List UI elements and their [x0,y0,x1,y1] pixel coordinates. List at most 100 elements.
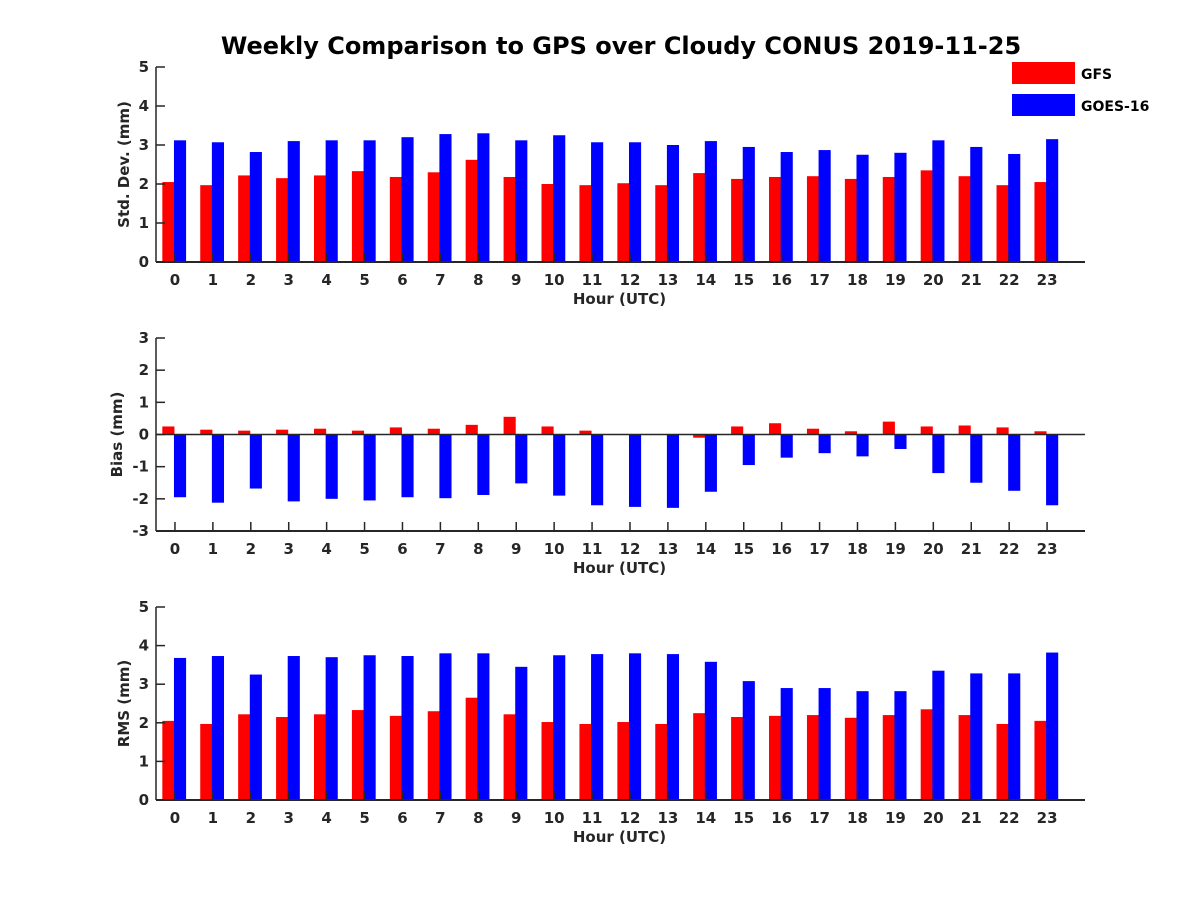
legend-label-gfs: GFS [1081,67,1112,83]
rms-x-tick-label: 7 [435,809,445,827]
rms-bar-gfs-13 [655,723,668,800]
std-dev-bar-gfs-4 [314,175,327,262]
rms-bar-gfs-20 [920,709,933,800]
bias-bar-gfs-23 [1034,431,1047,435]
rms-bar-goes16-19 [894,691,907,800]
rms-bar-goes16-1 [211,656,225,800]
legend-label-goes16: GOES-16 [1081,99,1149,115]
rms-bar-gfs-11 [579,723,592,800]
std-dev-bar-gfs-21 [958,176,971,262]
legend-swatch-goes16 [1012,94,1075,116]
rms-x-tick-label: 12 [620,809,641,827]
bias-x-tick-label: 15 [733,540,754,558]
rms-bar-goes16-14 [704,661,717,800]
std-dev-bar-gfs-2 [238,175,251,262]
rms-x-tick-label: 4 [321,809,331,827]
std-dev-bar-goes16-1 [211,142,225,262]
bias-x-tick-label: 3 [283,540,293,558]
bias-bar-gfs-1 [200,429,213,435]
std-dev-x-tick-label: 18 [847,271,868,289]
std-dev-x-tick-label: 23 [1037,271,1058,289]
rms-bar-gfs-18 [844,717,857,800]
bias-bar-gfs-11 [579,430,592,435]
bias-x-tick-label: 16 [771,540,792,558]
std-dev-bar-goes16-16 [780,152,793,262]
rms-bar-goes16-8 [477,653,490,800]
bias-x-tick-label: 23 [1037,540,1058,558]
bias-bar-gfs-20 [920,426,933,435]
rms-bar-gfs-0 [162,720,175,800]
rms-bar-goes16-6 [401,656,414,800]
std-dev-bar-goes16-23 [1046,139,1059,262]
rms-bar-gfs-17 [806,715,820,800]
std-dev-bar-goes16-3 [287,141,300,262]
std-dev-x-tick-label: 9 [511,271,521,289]
bias-bar-gfs-15 [731,426,744,435]
rms-bar-goes16-0 [173,657,187,800]
rms-bar-goes16-16 [780,688,793,800]
rms-x-tick-label: 1 [208,809,218,827]
bias-bar-gfs-2 [238,430,251,435]
std-dev-x-tick-label: 11 [582,271,603,289]
bias-x-tick-label: 19 [885,540,906,558]
rms-x-tick-label: 21 [961,809,982,827]
rms-x-tick-label: 8 [473,809,483,827]
bias-y-tick-label: -2 [132,490,149,508]
rms-bar-goes16-18 [856,691,869,800]
std-dev-bar-gfs-18 [844,178,857,262]
std-dev-x-tick-label: 12 [620,271,641,289]
rms-bar-gfs-1 [200,723,213,800]
rms-bar-goes16-7 [439,653,452,800]
rms-bar-goes16-10 [553,655,566,800]
std-dev-bar-gfs-9 [503,176,516,262]
bias-bar-gfs-4 [314,428,327,435]
std-dev-bar-goes16-5 [363,140,376,262]
std-dev-y-tick-label: 5 [139,58,149,76]
bias-x-tick-label: 12 [620,540,641,558]
rms-x-tick-label: 0 [170,809,180,827]
bias-bar-goes16-13 [666,434,680,508]
bias-x-tick-label: 10 [544,540,565,558]
bias-bar-goes16-2 [249,434,262,489]
bias-y-tick-label: 3 [139,329,149,347]
rms-bar-gfs-14 [693,713,706,800]
rms-bar-goes16-2 [249,674,262,800]
rms-bar-gfs-4 [314,714,327,800]
bias-bar-goes16-21 [970,434,983,483]
rms-bar-gfs-2 [238,714,251,800]
bias-bar-gfs-16 [769,423,782,435]
rms-bar-goes16-22 [1008,673,1021,800]
std-dev-bar-goes16-18 [856,154,869,262]
std-dev-bar-gfs-7 [427,172,440,262]
std-dev-bar-gfs-19 [882,176,895,262]
rms-bar-goes16-13 [666,654,680,800]
bias-bar-gfs-5 [351,430,365,435]
bias-x-tick-label: 14 [695,540,716,558]
bias-bar-goes16-3 [287,434,300,502]
std-dev-bar-goes16-21 [970,146,983,262]
bias-bar-goes16-11 [591,434,604,506]
rms-bar-gfs-6 [389,715,402,800]
bias-bar-goes16-19 [894,434,907,449]
std-dev-x-tick-label: 1 [208,271,218,289]
bias-bar-goes16-12 [628,434,642,507]
rms-bar-goes16-17 [818,688,831,800]
rms-x-tick-label: 22 [999,809,1020,827]
std-dev-bar-goes16-22 [1008,153,1021,262]
rms-bar-gfs-12 [617,722,630,800]
std-dev-x-tick-label: 20 [923,271,944,289]
rms-x-tick-label: 20 [923,809,944,827]
rms-bar-goes16-11 [591,654,604,800]
std-dev-bar-gfs-6 [389,176,402,262]
rms-bar-gfs-10 [541,722,554,800]
bias-x-tick-label: 17 [809,540,830,558]
rms-bar-goes16-23 [1046,652,1059,800]
bias-bar-goes16-7 [439,434,452,499]
rms-bar-goes16-20 [932,670,945,800]
std-dev-bar-goes16-13 [666,145,680,262]
std-dev-bar-gfs-16 [769,176,782,262]
std-dev-x-tick-label: 22 [999,271,1020,289]
rms-bar-gfs-15 [731,717,744,800]
bias-x-tick-label: 21 [961,540,982,558]
std-dev-x-tick-label: 6 [397,271,407,289]
